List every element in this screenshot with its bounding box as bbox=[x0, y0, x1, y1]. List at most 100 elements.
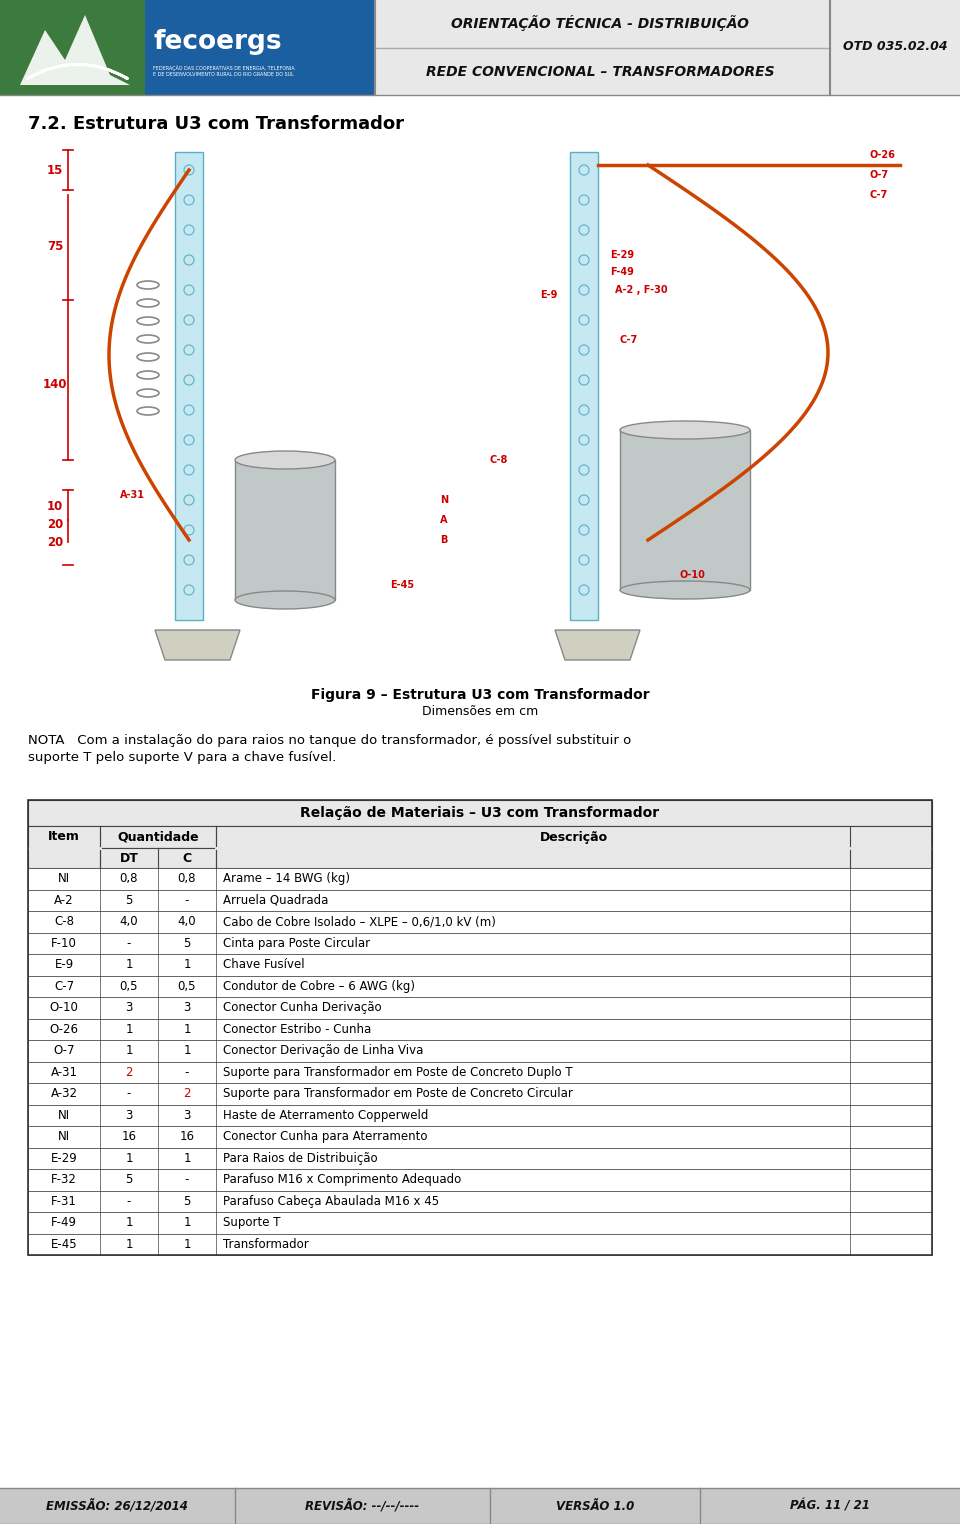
Text: 4,0: 4,0 bbox=[178, 916, 196, 928]
Text: DT: DT bbox=[120, 852, 138, 864]
Text: E DE DESENVOLVIMENTO RURAL DO RIO GRANDE DO SUL: E DE DESENVOLVIMENTO RURAL DO RIO GRANDE… bbox=[153, 73, 294, 78]
Text: 1: 1 bbox=[125, 1152, 132, 1164]
Text: NI: NI bbox=[58, 1131, 70, 1143]
Text: C-7: C-7 bbox=[620, 335, 638, 344]
Text: Arame – 14 BWG (kg): Arame – 14 BWG (kg) bbox=[223, 872, 350, 885]
Text: 2: 2 bbox=[183, 1087, 191, 1100]
Bar bbox=[570, 152, 598, 620]
Text: REDE CONVENCIONAL – TRANSFORMADORES: REDE CONVENCIONAL – TRANSFORMADORES bbox=[425, 66, 775, 79]
Text: suporte T pelo suporte V para a chave fusível.: suporte T pelo suporte V para a chave fu… bbox=[28, 751, 336, 764]
Text: Suporte T: Suporte T bbox=[223, 1216, 280, 1230]
Bar bbox=[0, 0, 960, 94]
Bar bbox=[28, 1018, 932, 1039]
Text: fecoergs: fecoergs bbox=[153, 29, 281, 55]
Text: A-31: A-31 bbox=[120, 491, 145, 500]
Text: O-10: O-10 bbox=[680, 570, 706, 581]
Text: Suporte para Transformador em Poste de Concreto Duplo T: Suporte para Transformador em Poste de C… bbox=[223, 1065, 572, 1079]
Text: F-10: F-10 bbox=[51, 937, 77, 949]
Ellipse shape bbox=[235, 451, 335, 469]
Polygon shape bbox=[555, 629, 640, 660]
Text: 20: 20 bbox=[47, 518, 63, 530]
Text: 1: 1 bbox=[183, 1023, 191, 1036]
Text: A-32: A-32 bbox=[51, 1087, 78, 1100]
Text: E-29: E-29 bbox=[610, 250, 635, 261]
Text: E-45: E-45 bbox=[390, 581, 414, 590]
Text: A-2: A-2 bbox=[54, 893, 74, 907]
Text: Chave Fusível: Chave Fusível bbox=[223, 959, 304, 971]
Polygon shape bbox=[20, 15, 130, 85]
Bar bbox=[28, 1212, 932, 1233]
Text: C-7: C-7 bbox=[870, 190, 888, 200]
Bar bbox=[28, 954, 932, 975]
Bar bbox=[0, 1487, 960, 1524]
Text: O-7: O-7 bbox=[53, 1044, 75, 1058]
Text: Dimensões em cm: Dimensões em cm bbox=[421, 706, 539, 718]
Text: A-31: A-31 bbox=[51, 1065, 78, 1079]
Text: 1: 1 bbox=[125, 1237, 132, 1251]
Text: NOTA   Com a instalação do para raios no tanque do transformador, é possível sub: NOTA Com a instalação do para raios no t… bbox=[28, 735, 632, 747]
Text: Conector Cunha para Aterramento: Conector Cunha para Aterramento bbox=[223, 1131, 427, 1143]
Bar bbox=[145, 0, 375, 94]
Bar bbox=[175, 152, 203, 620]
Text: 5: 5 bbox=[126, 1173, 132, 1186]
Text: 140: 140 bbox=[43, 378, 67, 390]
Polygon shape bbox=[155, 629, 240, 660]
Text: 3: 3 bbox=[183, 1109, 191, 1122]
Text: 5: 5 bbox=[183, 937, 191, 949]
Text: 1: 1 bbox=[183, 1216, 191, 1230]
Text: Descrição: Descrição bbox=[540, 831, 608, 843]
Bar bbox=[28, 911, 932, 933]
Text: 0,5: 0,5 bbox=[178, 980, 196, 992]
Text: F-32: F-32 bbox=[51, 1173, 77, 1186]
Text: 20: 20 bbox=[47, 535, 63, 549]
Text: -: - bbox=[127, 1195, 132, 1207]
Bar bbox=[28, 1190, 932, 1212]
Text: C-8: C-8 bbox=[54, 916, 74, 928]
Ellipse shape bbox=[620, 581, 750, 599]
Bar bbox=[830, 0, 960, 94]
Text: 1: 1 bbox=[183, 959, 191, 971]
Text: 75: 75 bbox=[47, 241, 63, 253]
Text: N: N bbox=[440, 495, 448, 504]
Text: 3: 3 bbox=[126, 1109, 132, 1122]
Bar bbox=[28, 800, 932, 826]
Ellipse shape bbox=[235, 591, 335, 610]
Text: Figura 9 – Estrutura U3 com Transformador: Figura 9 – Estrutura U3 com Transformado… bbox=[311, 687, 649, 703]
Text: -: - bbox=[127, 937, 132, 949]
Bar bbox=[28, 997, 932, 1018]
Bar bbox=[28, 826, 932, 847]
Text: EMISSÃO: 26/12/2014: EMISSÃO: 26/12/2014 bbox=[46, 1500, 188, 1513]
Bar bbox=[28, 1148, 932, 1169]
Bar bbox=[28, 890, 932, 911]
Bar bbox=[28, 975, 932, 997]
Text: 0,8: 0,8 bbox=[178, 872, 196, 885]
Text: 1: 1 bbox=[183, 1237, 191, 1251]
Text: 1: 1 bbox=[125, 1216, 132, 1230]
Bar bbox=[28, 1233, 932, 1254]
Text: 3: 3 bbox=[183, 1001, 191, 1015]
Text: FEDERAÇÃO DAS COOPERATIVAS DE ENERGIA, TELEFONIA: FEDERAÇÃO DAS COOPERATIVAS DE ENERGIA, T… bbox=[153, 66, 295, 70]
Text: 1: 1 bbox=[125, 1044, 132, 1058]
Text: 10: 10 bbox=[47, 500, 63, 512]
Bar bbox=[0, 139, 960, 750]
Text: Conector Estribo - Cunha: Conector Estribo - Cunha bbox=[223, 1023, 372, 1036]
Text: F-31: F-31 bbox=[51, 1195, 77, 1207]
Text: C-8: C-8 bbox=[490, 456, 509, 465]
Text: Relação de Materiais – U3 com Transformador: Relação de Materiais – U3 com Transforma… bbox=[300, 806, 660, 820]
Text: Conector Derivação de Linha Viva: Conector Derivação de Linha Viva bbox=[223, 1044, 423, 1058]
Text: Item: Item bbox=[48, 831, 80, 843]
Text: A-2 , F-30: A-2 , F-30 bbox=[615, 285, 667, 296]
Text: O-26: O-26 bbox=[870, 149, 896, 160]
Bar bbox=[28, 847, 932, 869]
Text: 7.2. Estrutura U3 com Transformador: 7.2. Estrutura U3 com Transformador bbox=[28, 114, 404, 133]
Text: B: B bbox=[440, 535, 447, 546]
Text: E-9: E-9 bbox=[540, 290, 558, 300]
Text: REVISÃO: --/--/----: REVISÃO: --/--/---- bbox=[305, 1500, 420, 1513]
Text: -: - bbox=[185, 1065, 189, 1079]
Text: 5: 5 bbox=[126, 893, 132, 907]
Text: A: A bbox=[440, 515, 447, 524]
Ellipse shape bbox=[620, 421, 750, 439]
Bar bbox=[620, 430, 750, 590]
Bar bbox=[235, 460, 335, 600]
Text: Parafuso Cabeça Abaulada M16 x 45: Parafuso Cabeça Abaulada M16 x 45 bbox=[223, 1195, 439, 1207]
